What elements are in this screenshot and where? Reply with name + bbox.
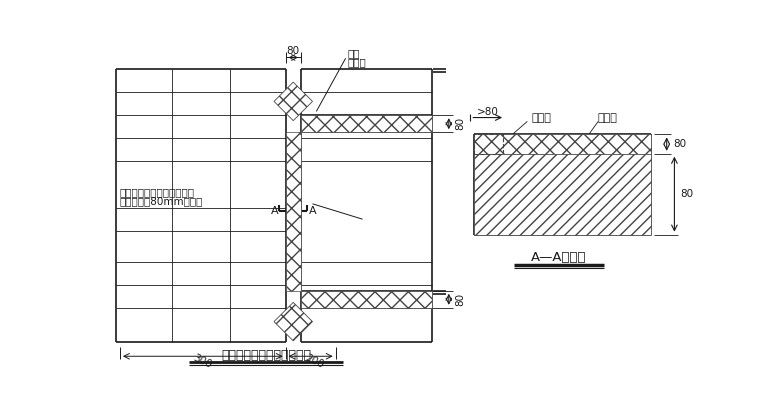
Text: 80: 80 [680,189,694,199]
Polygon shape [274,303,312,341]
Text: 网格布: 网格布 [531,112,552,122]
Text: A: A [271,207,279,217]
Text: 网格布: 网格布 [347,57,366,67]
Text: A: A [309,207,316,217]
Text: 80: 80 [673,139,686,149]
Text: 附加: 附加 [347,49,359,59]
Text: 200: 200 [303,353,325,370]
Text: >80: >80 [477,107,499,117]
Bar [474,134,503,154]
Text: 预粘不小于80mm网格布: 预粘不小于80mm网格布 [120,196,204,207]
Text: A—A剖面图: A—A剖面图 [531,251,587,264]
Text: 80: 80 [455,117,465,130]
Bar [301,115,432,132]
Bar [474,154,651,234]
Text: 80: 80 [455,293,465,306]
Text: 80: 80 [287,46,299,56]
Text: 300: 300 [192,353,214,370]
Bar [474,134,651,154]
Text: 与墙体接触一面用粘结砂浆: 与墙体接触一面用粘结砂浆 [120,187,195,197]
Text: 挤塑板: 挤塑板 [597,112,617,122]
Text: 门窗洞口附加网格布示意图: 门窗洞口附加网格布示意图 [221,349,312,362]
Polygon shape [274,82,312,121]
Bar [301,291,432,308]
Bar [286,132,301,291]
